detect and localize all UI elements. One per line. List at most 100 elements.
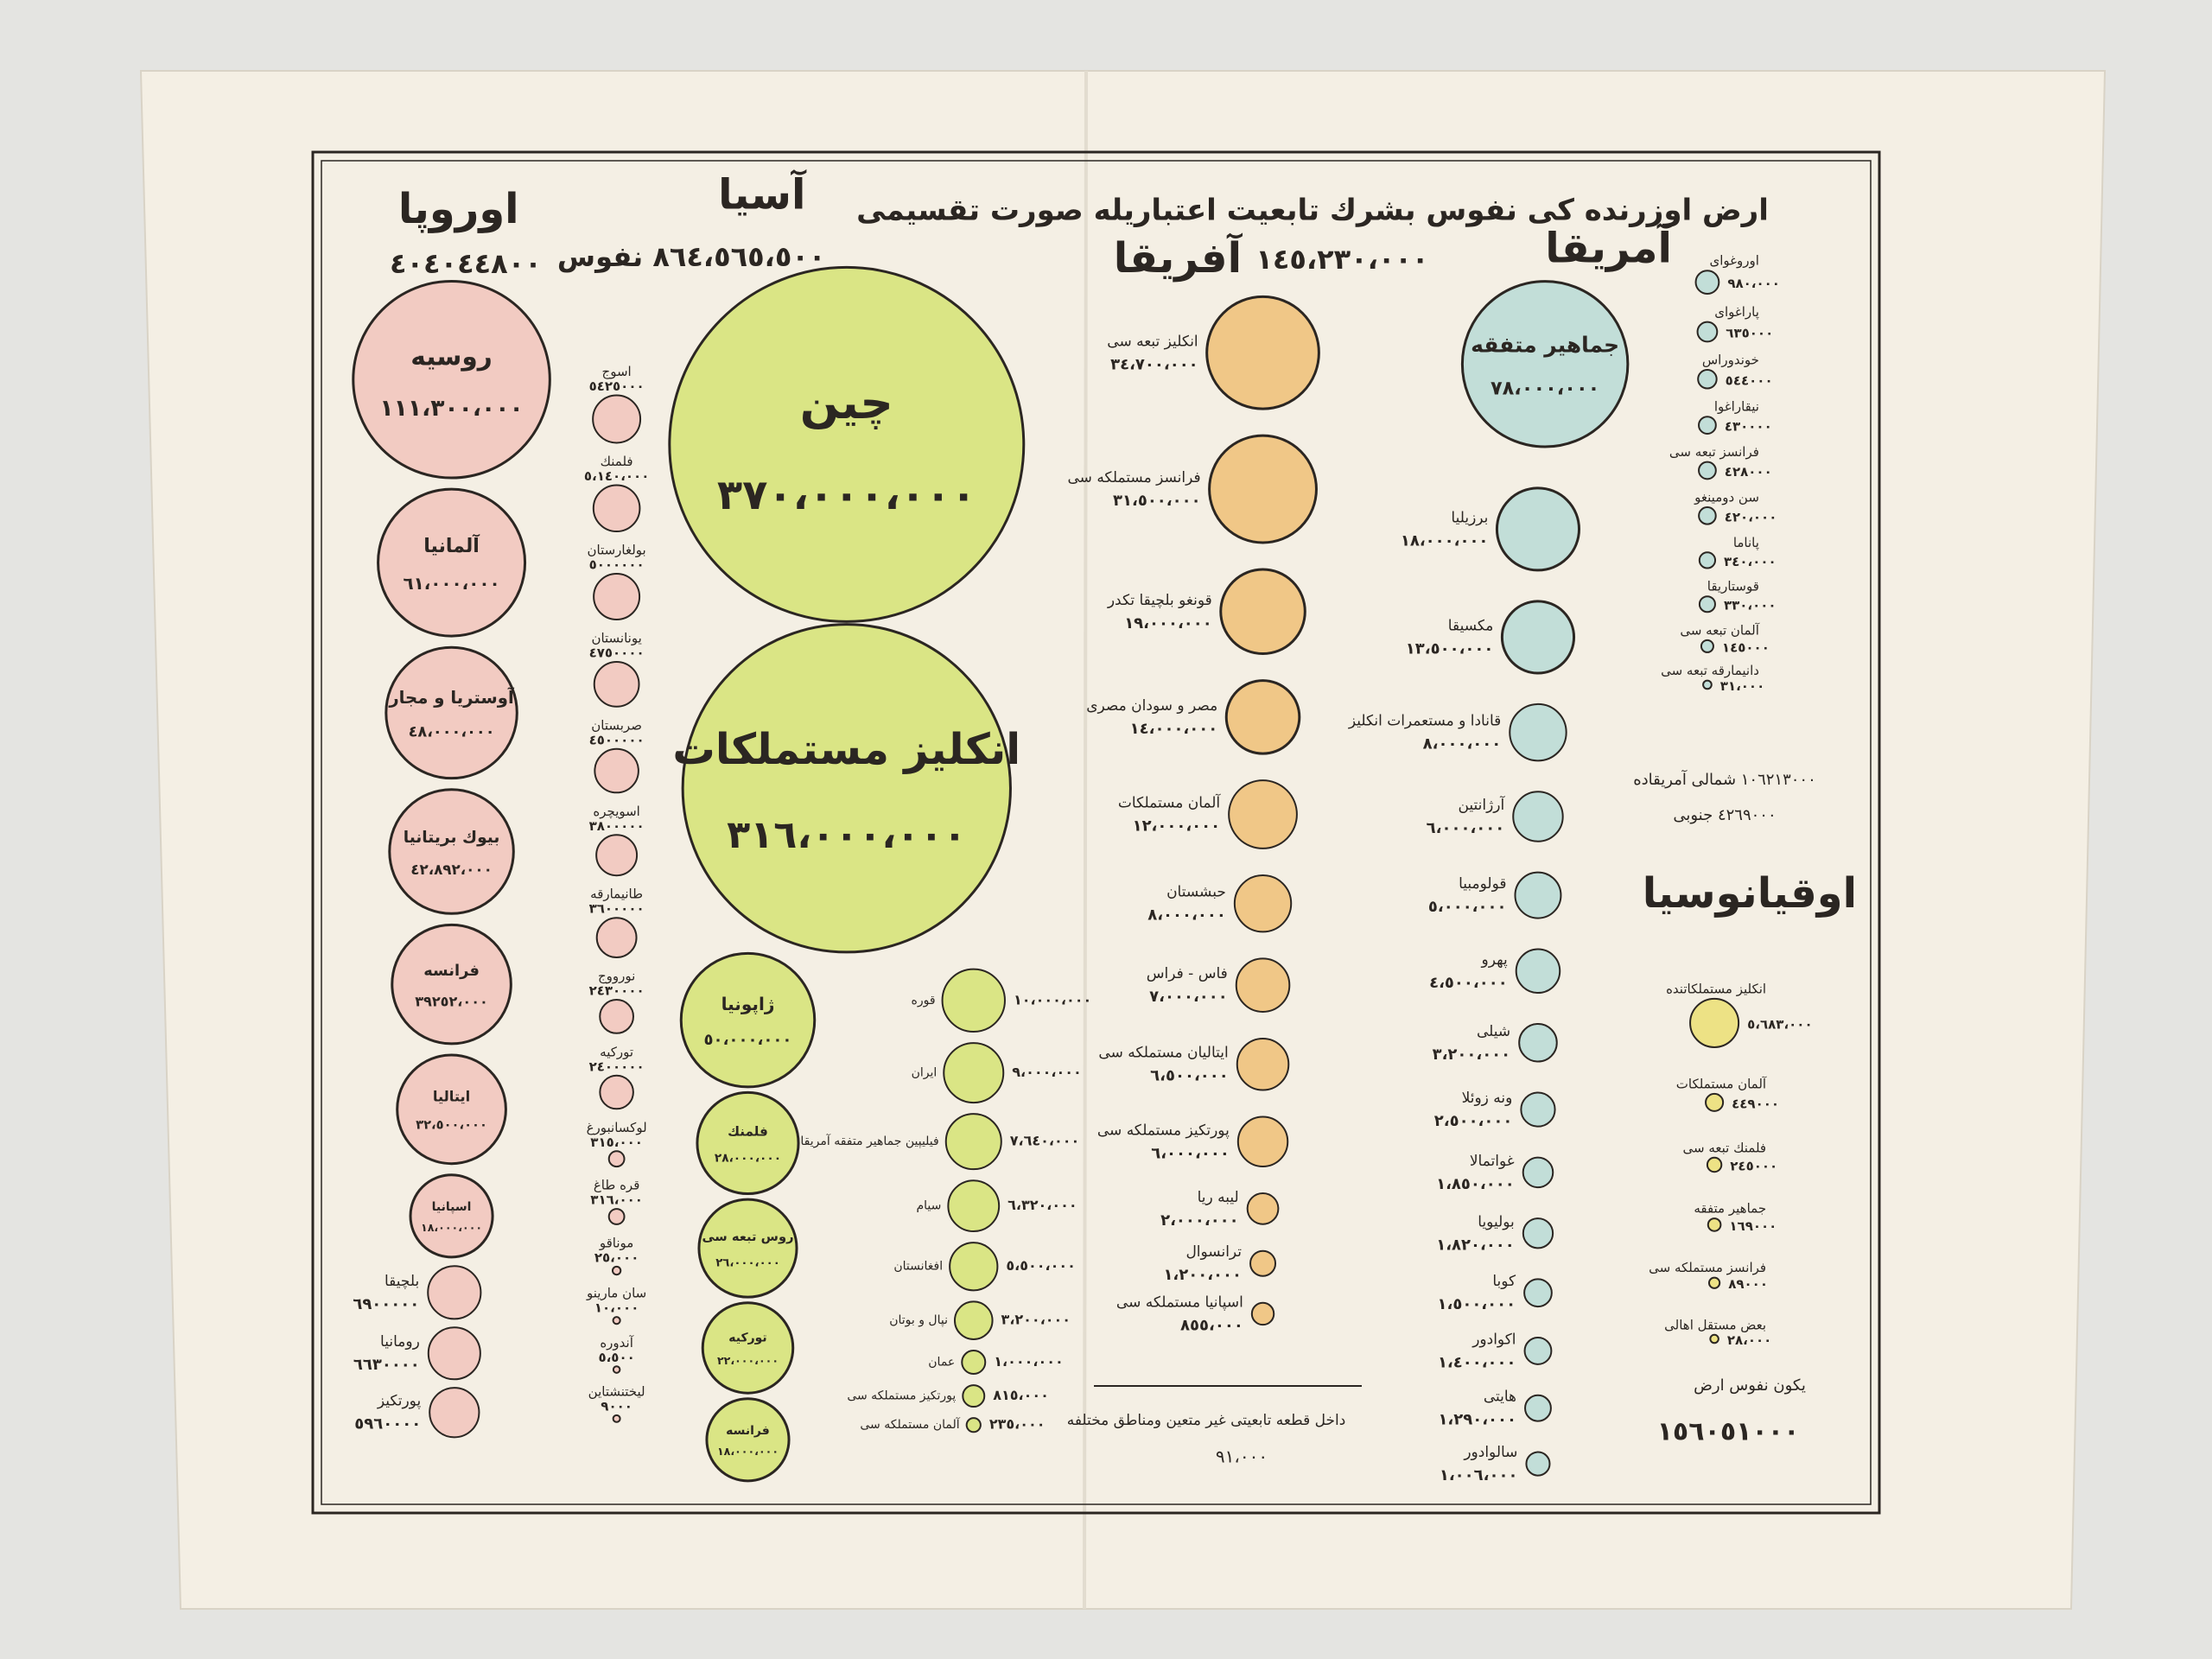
country-name: آوستریا و مجار	[388, 687, 515, 708]
country-name: ایتالیا	[433, 1089, 470, 1105]
value-label: ٢٤٥٠٠٠	[1730, 1159, 1777, 1174]
country-name: فرانسه	[726, 1424, 770, 1438]
continent-name: اوروپا	[398, 185, 519, 233]
population-circle	[961, 1350, 987, 1376]
value-label: ٤٢٨٠٠٠	[1725, 464, 1772, 480]
country-name: قره طاغ	[594, 1178, 640, 1193]
population-circle	[1525, 1451, 1551, 1477]
country-name: پورتكیز	[377, 1393, 422, 1410]
population-circle	[1698, 461, 1717, 480]
population-circle	[679, 951, 817, 1089]
population-circle	[1246, 1192, 1280, 1225]
country-name: فرانسز مستملكه سی	[1649, 1260, 1766, 1275]
value-label: ١،٤٠٠،٠٠٠	[1438, 1353, 1516, 1371]
country-name: ترانسوال	[1185, 1243, 1242, 1261]
population-circle	[1698, 506, 1717, 525]
country-name: برزیلیا	[1451, 509, 1488, 526]
value-label: ١٠،٠٠٠،٠٠٠	[1014, 991, 1091, 1007]
country-name: فرانسز تبعه سی	[1669, 444, 1759, 460]
country-name: نپال و بوتان	[889, 1313, 948, 1327]
population-circle	[1208, 434, 1318, 544]
value-label: ١،٨٥٠،٠٠٠	[1436, 1175, 1515, 1193]
country-name: جماهیر متفقه	[1694, 1201, 1766, 1217]
country-name: فرانسز مستملكه سی	[1068, 469, 1201, 486]
note: داخل قطعه تابعیتی غیر متعین ومناطق مختلف…	[1067, 1412, 1346, 1429]
value-label: ٦،٠٠٠،٠٠٠	[1427, 819, 1505, 837]
value-label: ٣٤،٧٠٠،٠٠٠	[1110, 355, 1198, 373]
population-circle	[592, 394, 642, 444]
population-circle	[1700, 639, 1714, 653]
value-label: ٣٩٢٥٢،٠٠٠	[415, 993, 488, 1009]
value-label: ٩،٠٠٠،٠٠٠	[1012, 1064, 1082, 1080]
population-circle	[1706, 1156, 1723, 1173]
population-circle	[1522, 1156, 1554, 1189]
value-label: ٥٠٠٠٠٠٠	[589, 557, 645, 573]
population-circle	[1233, 874, 1293, 933]
population-circle	[941, 968, 1006, 1033]
population-circle	[705, 1397, 791, 1483]
country-name: بولغارستان	[588, 543, 646, 558]
country-name: اسوج	[602, 364, 632, 380]
inner-frame	[321, 160, 1872, 1505]
value-label: ٥،١٤٠،٠٠٠	[584, 468, 649, 484]
country-name: انكلیز مستملكاتنده	[1666, 981, 1766, 996]
country-name: آندوره	[600, 1335, 633, 1351]
country-name: هایتی	[1484, 1389, 1516, 1406]
population-circle	[1523, 1336, 1553, 1365]
population-circle	[599, 999, 634, 1034]
value-label: ٥٤٢٥٠٠٠	[589, 378, 645, 394]
population-circle	[1707, 1217, 1722, 1232]
country-name: بولیویا	[1478, 1213, 1515, 1230]
value-label: ٢٨،٠٠٠،٠٠٠	[715, 1152, 781, 1166]
value-label: ٣٢،٥٠٠،٠٠٠	[416, 1118, 487, 1133]
value-label: ٤٨،٠٠٠،٠٠٠	[409, 724, 495, 741]
value-label: ٧٨،٠٠٠،٠٠٠	[1491, 378, 1599, 400]
value-label: ٤٥٠٠٠٠٠	[589, 732, 645, 747]
country-name: پورتكیز مستملكه سی	[1097, 1122, 1230, 1139]
outer-frame	[311, 150, 1881, 1515]
country-name: آلمان تبعه سی	[1680, 622, 1759, 638]
country-name: لیختنشتاین	[588, 1383, 645, 1399]
value-label: ٥،٥٠٠،٠٠٠	[1006, 1257, 1076, 1274]
country-name: دانیمارقه تبعه سی	[1661, 663, 1759, 678]
value-label: ٩٠٠٠	[601, 1398, 632, 1414]
population-circle	[427, 1265, 482, 1320]
country-name: سن دومینغو	[1694, 490, 1759, 505]
population-circle	[1698, 416, 1717, 435]
population-circle	[1512, 791, 1564, 842]
value-label: ١٤،٠٠٠،٠٠٠	[1130, 720, 1218, 738]
country-name: نورووج	[598, 969, 635, 985]
population-circle	[681, 623, 1012, 954]
value-label: ٣،٢٠٠،٠٠٠	[1001, 1312, 1071, 1328]
value-label: ١٩،٠٠٠،٠٠٠	[1124, 614, 1212, 632]
value-label: ٥٩٦٠٠٠٠	[354, 1415, 421, 1433]
population-circle	[1698, 551, 1717, 569]
continent-name: آفریقا	[1114, 232, 1243, 283]
value-label: ١،٢٩٠،٠٠٠	[1438, 1411, 1516, 1429]
country-name: صربستان	[591, 717, 642, 733]
population-circle	[944, 1113, 1002, 1171]
country-name: جماهیر متفقه	[1471, 332, 1619, 358]
population-circle	[965, 1417, 982, 1433]
population-circle	[592, 484, 641, 533]
value-label: ٢٦،٠٠٠،٠٠٠	[715, 1257, 780, 1270]
country-name: قوستاریقا	[1707, 579, 1759, 594]
value-label: ٤٧٥٠٠٠٠	[589, 645, 645, 660]
value-label: ٨١٥،٠٠٠	[993, 1387, 1049, 1403]
population-circle	[391, 923, 512, 1046]
population-circle	[1518, 1022, 1558, 1063]
population-circle	[696, 1090, 800, 1196]
population-circle	[962, 1384, 986, 1408]
value-label: ١٣،٥٠٠،٠٠٠	[1406, 639, 1494, 658]
population-circle	[953, 1300, 994, 1340]
country-name: روس تبعه سی	[702, 1230, 793, 1244]
country-name: انكلیز تبعه سی	[1107, 333, 1198, 350]
country-name: اسپانیا مستملكه سی	[1116, 1294, 1243, 1311]
value-label: ٧،٠٠٠،٠٠٠	[1149, 988, 1228, 1006]
population-circle	[427, 1326, 481, 1381]
value-label: ٦٩٠٠٠٠٠	[353, 1295, 419, 1313]
population-circle	[612, 1365, 621, 1374]
population-circle	[429, 1387, 480, 1439]
country-name: ایران	[912, 1066, 938, 1080]
